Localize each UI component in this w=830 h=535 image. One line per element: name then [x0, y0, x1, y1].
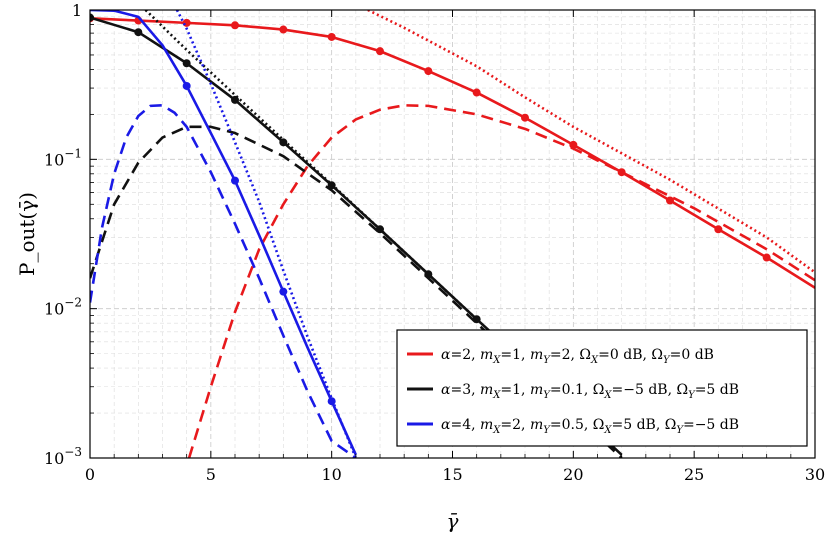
analytical-curve	[90, 10, 358, 456]
simulation-marker	[182, 81, 191, 90]
y-axis-title: P_out(γ̄)	[15, 192, 39, 276]
legend: α=2, mX=1, mY=2, ΩX=0 dB, ΩY=0 dB α=3, mX…	[396, 329, 808, 447]
simulation-marker	[521, 113, 529, 122]
asymptotic-curve	[175, 10, 358, 458]
simulation-marker	[182, 18, 191, 27]
legend-label: α=4, mX=2, mY=0.5, ΩX=5 dB, ΩY=−5 dB	[441, 417, 739, 436]
simulation-marker	[134, 28, 143, 37]
simulation-marker	[279, 25, 288, 34]
axis-ticks: 0 5 10 15 20 25 30 1 10−1 10−2 10−3	[44, 1, 825, 484]
x-tick-label: 25	[684, 465, 704, 484]
x-tick-label: 5	[206, 465, 216, 484]
y-tick-label: 1	[72, 1, 82, 20]
legend-label: α=2, mX=1, mY=2, ΩX=0 dB, ΩY=0 dB	[441, 347, 714, 366]
simulation-marker	[327, 32, 336, 41]
y-tick-label: 10−3	[44, 445, 82, 468]
x-tick-label: 20	[563, 465, 583, 484]
asymptotic-curve	[144, 10, 478, 321]
axis-titles: γ̄ P_out(γ̄)	[15, 192, 459, 533]
asymptotic-curve	[367, 10, 815, 274]
simulation-marker	[376, 47, 384, 56]
simulation-marker	[90, 13, 94, 22]
dashed-curve	[90, 104, 357, 458]
data-series	[90, 10, 815, 458]
simulation-marker	[472, 88, 481, 97]
y-tick-label: 10−1	[44, 146, 82, 169]
x-tick-label: 30	[805, 465, 825, 484]
simulation-marker	[231, 176, 239, 185]
simulation-marker	[762, 253, 771, 262]
simulation-marker	[182, 59, 191, 68]
simulation-marker	[666, 196, 674, 205]
simulation-marker	[231, 21, 239, 30]
simulation-marker	[714, 225, 723, 234]
legend-box	[396, 329, 808, 447]
x-axis-title: γ̄	[447, 509, 459, 533]
simulation-marker	[279, 287, 288, 296]
simulation-marker	[424, 67, 433, 76]
x-tick-label: 10	[321, 465, 341, 484]
dashed-curve	[187, 104, 815, 458]
simulation-marker	[279, 138, 288, 147]
x-tick-label: 15	[442, 465, 462, 484]
y-tick-label: 10−2	[44, 296, 82, 319]
analytical-curve	[90, 16, 815, 289]
legend-label: α=3, mX=1, mY=0.1, ΩX=−5 dB, ΩY=5 dB	[441, 382, 739, 401]
x-tick-label: 0	[85, 465, 95, 484]
